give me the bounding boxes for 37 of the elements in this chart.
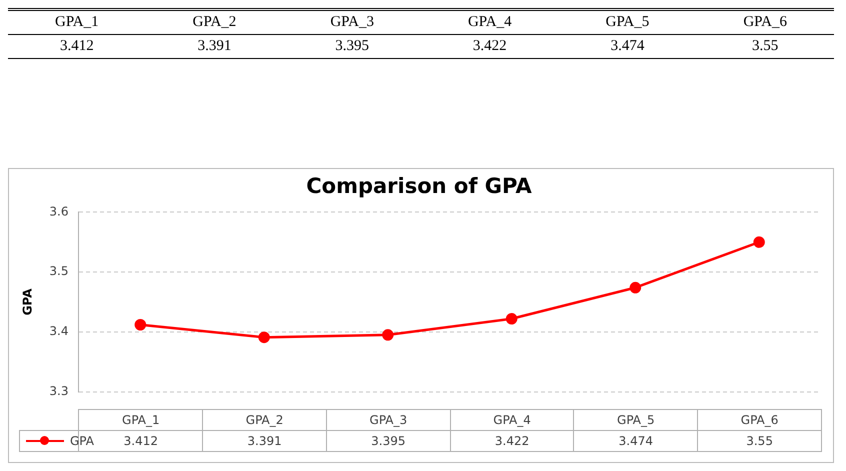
- x-tick-label: GPA_5: [574, 410, 698, 430]
- category-label: GPA_6: [743, 14, 787, 30]
- x-tick-label: GPA_3: [326, 410, 450, 430]
- point: [382, 329, 394, 341]
- y-tick-label: 3.4: [49, 324, 68, 338]
- text: 3.412: [60, 38, 94, 54]
- text: 3.391: [198, 38, 232, 54]
- data-label: 3.422: [450, 430, 574, 452]
- data-label: 3.55: [698, 430, 822, 452]
- y-tick-label: 3.6: [49, 204, 68, 218]
- category-label: GPA_3: [330, 14, 374, 30]
- x-tick-label: GPA_2: [202, 410, 326, 430]
- category-label: GPA_2: [192, 14, 236, 30]
- text: 3.422: [472, 38, 507, 54]
- text: 3.474: [610, 38, 644, 54]
- y-tick-label: 3.3: [49, 384, 68, 398]
- y-axis-title: GPA: [20, 288, 34, 316]
- data-label: 3.412: [124, 434, 158, 448]
- category-label: GPA_4: [468, 14, 512, 30]
- point: [506, 313, 518, 325]
- x-tick-label: GPA_6: [698, 410, 822, 430]
- y-tick-label: 3.5: [49, 264, 68, 278]
- data-label: 3.395: [326, 430, 450, 452]
- category-label: GPA_5: [606, 14, 650, 30]
- category-label: GPA_1: [55, 14, 99, 30]
- point: [258, 332, 270, 344]
- point: [134, 319, 146, 330]
- legend-label: GPA: [70, 434, 94, 448]
- chart-title: Comparison of GPA: [306, 174, 532, 198]
- x-tick-label: GPA_4: [450, 410, 574, 430]
- point: [753, 236, 765, 248]
- text: 3.55: [752, 38, 778, 54]
- text: 3.395: [335, 38, 370, 54]
- x-tick-label: GPA_1: [78, 410, 203, 430]
- data-label: 3.391: [202, 430, 326, 452]
- data-label: 3.474: [574, 430, 698, 452]
- point: [630, 282, 642, 294]
